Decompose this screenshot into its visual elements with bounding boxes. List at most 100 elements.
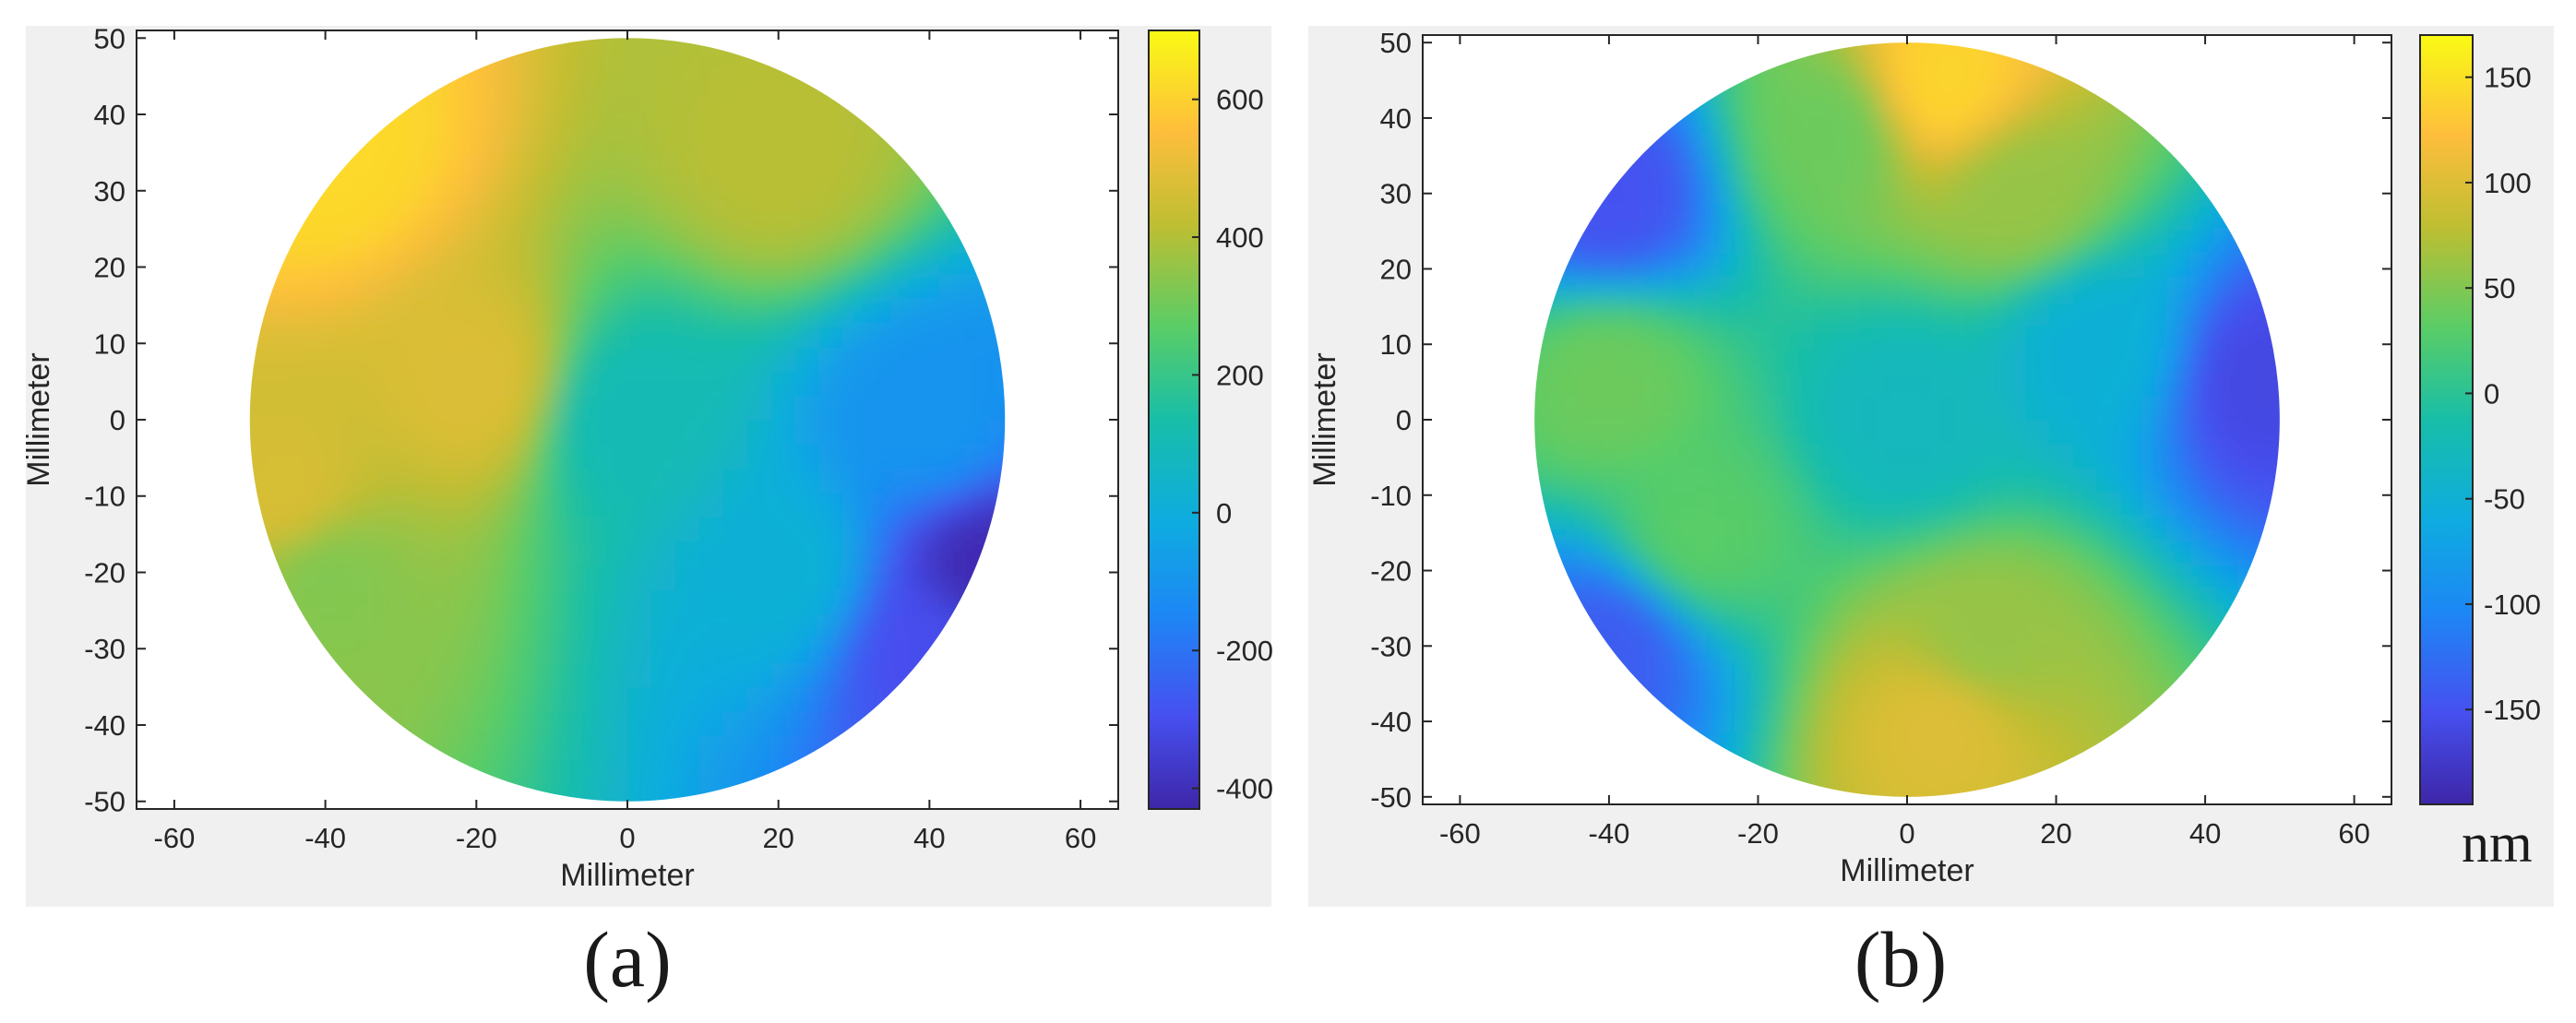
heat-cell [1883, 372, 1908, 398]
heat-cell [411, 565, 437, 590]
heat-cell [507, 395, 533, 421]
heat-cell [1741, 324, 1767, 350]
heat-cell [340, 250, 365, 276]
y-tick-label: -50 [84, 786, 125, 818]
heat-cell [435, 177, 461, 203]
heat-cell [1859, 60, 1885, 86]
heat-cell [411, 637, 437, 663]
heat-cell [388, 686, 413, 712]
heat-cell [2119, 228, 2145, 254]
heat-cell [2143, 563, 2169, 589]
heat-cell [794, 128, 820, 154]
heat-cell [2214, 491, 2240, 517]
heat-cell [1765, 491, 1790, 517]
heat-cell [388, 613, 413, 639]
heat-cell [340, 517, 365, 542]
heat-cell [722, 274, 748, 300]
heat-cell [915, 7, 940, 32]
heat-cell [1930, 467, 1956, 493]
heat-cell [2143, 539, 2169, 565]
heat-cell [388, 395, 413, 421]
heat-cell [603, 444, 628, 470]
heat-cell [459, 250, 485, 276]
heat-cell [2190, 539, 2216, 565]
heat-cell [1694, 396, 1719, 421]
heat-cell [579, 613, 605, 639]
heat-cell [483, 661, 509, 688]
heat-cell [1741, 12, 1766, 37]
heat-cell [2143, 515, 2169, 541]
heat-cell [1741, 156, 1767, 182]
heat-cell [674, 661, 700, 688]
heat-cell [1883, 348, 1908, 374]
heat-cell [388, 201, 413, 227]
heat-cell [627, 225, 652, 252]
heat-cell [1741, 515, 1767, 541]
heat-cell [1930, 659, 1956, 684]
heat-cell [2025, 348, 2050, 374]
heat-cell [794, 420, 820, 446]
y-tick-label: -10 [1370, 480, 1412, 512]
heat-cell [1575, 396, 1601, 421]
heat-cell [650, 201, 676, 227]
heat-cell [842, 395, 868, 421]
heat-cell [603, 250, 628, 276]
heat-cell [2214, 396, 2240, 421]
heat-cell [531, 734, 557, 760]
heat-cell [2214, 324, 2240, 350]
heat-cell [1859, 659, 1885, 684]
heat-cell [1623, 300, 1648, 326]
heat-cell [1883, 539, 1908, 565]
heat-cell [890, 565, 916, 590]
heat-cell [698, 274, 724, 300]
heat-cell [603, 80, 628, 106]
heat-cell [794, 104, 820, 130]
heat-cell [1694, 683, 1719, 708]
heat-cell [650, 541, 676, 566]
heat-cell [435, 565, 461, 590]
heat-cell [1836, 563, 1861, 589]
heat-cell [1717, 396, 1743, 421]
heat-cell [435, 347, 461, 373]
heat-cell [2072, 324, 2098, 350]
heat-cell [2001, 108, 2027, 134]
heat-cell [818, 177, 844, 203]
heat-cell [1859, 611, 1885, 636]
heat-cell [1859, 348, 1885, 374]
heat-cell [507, 322, 533, 349]
heat-cell [411, 686, 437, 712]
heat-cell [746, 274, 772, 300]
heat-cell [411, 347, 437, 373]
heat-cell [698, 80, 724, 106]
heat-cell [2001, 324, 2027, 350]
heat-cell [2001, 156, 2027, 182]
heat-cell [2002, 12, 2027, 37]
heat-cell [1859, 276, 1885, 302]
heat-cell [2048, 563, 2074, 589]
heat-cell [316, 201, 341, 227]
heat-cell [818, 541, 844, 566]
heat-cell [986, 371, 1006, 397]
heat-cell [1788, 108, 1814, 134]
heat-cell [1883, 12, 1908, 37]
heat-cell [531, 7, 556, 32]
heat-cell [2001, 443, 2027, 469]
heat-cell [1741, 659, 1767, 684]
heat-cell [698, 686, 724, 712]
heat-cell [2048, 108, 2074, 134]
colorbar-tick-label: 50 [2484, 272, 2515, 304]
heat-cell [819, 808, 844, 833]
heat-cell [962, 420, 988, 446]
heat-cell [1930, 683, 1956, 708]
heat-cell [866, 250, 892, 276]
heat-cell [2072, 300, 2098, 326]
heat-cell [699, 7, 724, 32]
heat-cell [1646, 156, 1672, 182]
heat-cell [746, 565, 772, 590]
heat-cell [555, 152, 581, 179]
heat-cell [2120, 12, 2145, 37]
heat-cell [268, 322, 293, 349]
heat-cell [531, 225, 557, 252]
heat-cell [1646, 563, 1672, 589]
heat-cell [627, 250, 652, 276]
